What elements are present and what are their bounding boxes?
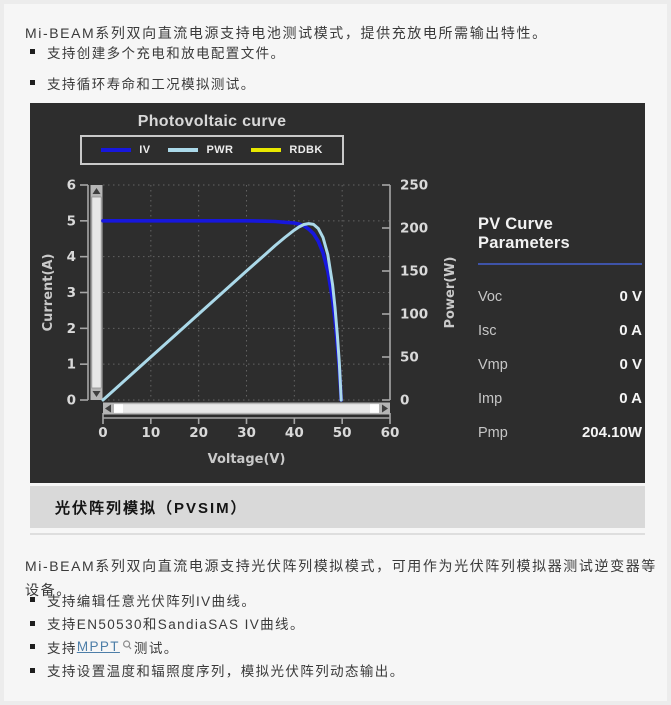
param-row-voc: Voc 0 V <box>478 288 642 305</box>
y-right-tick-label: 250 <box>400 178 428 194</box>
pvsim-bullet-list: 支持编辑任意光伏阵列IV曲线。 支持EN50530和SandiaSAS IV曲线… <box>30 588 405 682</box>
param-row-pmp: Pmp 204.10W <box>478 424 642 441</box>
param-value: 0 A <box>619 322 642 339</box>
legend-item-pwr: PWR <box>168 144 233 156</box>
bullet-text: 支持设置温度和辐照度序列，模拟光伏阵列动态输出。 <box>47 664 405 680</box>
glossary-search-icon[interactable] <box>122 639 132 654</box>
param-label: Isc <box>478 322 497 339</box>
bullet-text: 测试。 <box>133 640 179 656</box>
y-left-tick-label: 1 <box>67 357 76 373</box>
param-label: Pmp <box>478 424 508 441</box>
y-left-tick-label: 2 <box>67 321 76 337</box>
y-left-tick-label: 3 <box>67 285 76 301</box>
y-left-tick-label: 4 <box>67 249 76 265</box>
bullet-text: 支持EN50530和SandiaSAS IV曲线。 <box>47 617 305 633</box>
legend-label: RDBK <box>289 144 323 156</box>
rdbk-line-swatch <box>251 148 282 152</box>
param-value: 0 A <box>619 390 642 407</box>
param-row-vmp: Vmp 0 V <box>478 356 642 373</box>
param-label: Vmp <box>478 356 508 373</box>
pv-parameters-panel: PV Curve Parameters Voc 0 V Isc 0 A Vmp … <box>478 215 642 441</box>
list-item: 支持创建多个充电和放电配置文件。 <box>30 36 285 67</box>
list-item: 支持编辑任意光伏阵列IV曲线。 <box>30 588 405 612</box>
section-header-pvsim: 光伏阵列模拟（PVSIM） <box>30 486 645 528</box>
y-left-tick-label: 6 <box>67 178 76 194</box>
battery-mode-intro: Mi-BEAM系列双向直流电源支持电池测试模式，提供充放电所需输出特性。 <box>25 25 548 41</box>
param-row-isc: Isc 0 A <box>478 322 642 339</box>
param-value: 0 V <box>619 288 642 305</box>
bullet-text: 支持编辑任意光伏阵列IV曲线。 <box>47 593 257 609</box>
x-tick-label: 40 <box>285 425 304 441</box>
x-tick-label: 20 <box>189 425 208 441</box>
bullet-square-icon <box>30 80 35 85</box>
y-right-tick-label: 0 <box>400 393 409 409</box>
list-item: 支持循环寿命和工况模拟测试。 <box>30 67 285 98</box>
chart-title: Photovoltaic curve <box>137 113 287 130</box>
mppt-glossary-link[interactable]: MPPT <box>76 639 120 655</box>
pwr-line-swatch <box>168 148 199 152</box>
pv-parameters-title: PV Curve Parameters <box>478 215 642 265</box>
bullet-square-icon <box>30 667 35 673</box>
y-right-tick-label: 150 <box>400 264 428 280</box>
bullet-square-icon <box>30 597 35 603</box>
param-value: 0 V <box>619 356 642 373</box>
x-tick-label: 50 <box>333 425 352 441</box>
bullet-text: 支持创建多个充电和放电配置文件。 <box>47 45 286 61</box>
x-tick-label: 10 <box>141 425 160 441</box>
y-left-axis-title: Current(A) <box>41 254 56 332</box>
x-tick-label: 30 <box>237 425 256 441</box>
pvsim-intro: Mi-BEAM系列双向直流电源支持光伏阵列模拟模式，可用作为光伏阵列模拟器测试逆… <box>25 558 657 598</box>
y-right-tick-label: 200 <box>400 221 428 237</box>
y-right-tick-label: 50 <box>400 350 419 366</box>
battery-bullet-list: 支持创建多个充电和放电配置文件。 支持循环寿命和工况模拟测试。 <box>30 36 285 98</box>
bullet-text: 支持循环寿命和工况模拟测试。 <box>47 76 256 92</box>
curve-pwr <box>101 222 343 402</box>
y-left-tick-label: 5 <box>67 213 76 229</box>
list-item: 支持EN50530和SandiaSAS IV曲线。 <box>30 612 405 636</box>
legend-label: PWR <box>206 144 234 156</box>
bullet-square-icon <box>30 620 35 626</box>
vertical-scrollbar[interactable] <box>90 185 103 400</box>
x-axis-title: Voltage(V) <box>208 452 286 467</box>
list-item: 支持设置温度和辐照度序列，模拟光伏阵列动态输出。 <box>30 659 405 683</box>
param-label: Imp <box>478 390 503 407</box>
curve-iv <box>101 218 344 402</box>
param-label: Voc <box>478 288 503 305</box>
legend-item-iv: IV <box>101 144 150 156</box>
x-tick-label: 0 <box>98 425 107 441</box>
y-right-axis-title: Power(W) <box>443 257 458 329</box>
x-tick-label: 60 <box>381 425 400 441</box>
iv-line-swatch <box>101 148 132 152</box>
chart-legend: IV PWR RDBK <box>30 135 394 165</box>
param-row-imp: Imp 0 A <box>478 390 642 407</box>
horizontal-scrollbar[interactable] <box>103 402 390 415</box>
list-item: 支持 MPPT 测试。 <box>30 635 405 659</box>
legend-item-rdbk: RDBK <box>251 144 322 156</box>
bullet-square-icon <box>30 49 35 54</box>
bullet-text: 支持 <box>47 640 77 656</box>
y-left-tick-label: 0 <box>67 393 76 409</box>
legend-label: IV <box>139 144 151 156</box>
chart-grid <box>103 184 390 401</box>
y-right-tick-label: 100 <box>400 307 428 323</box>
bullet-square-icon <box>30 644 35 650</box>
param-value: 204.10W <box>581 424 642 441</box>
section-divider <box>30 533 645 535</box>
